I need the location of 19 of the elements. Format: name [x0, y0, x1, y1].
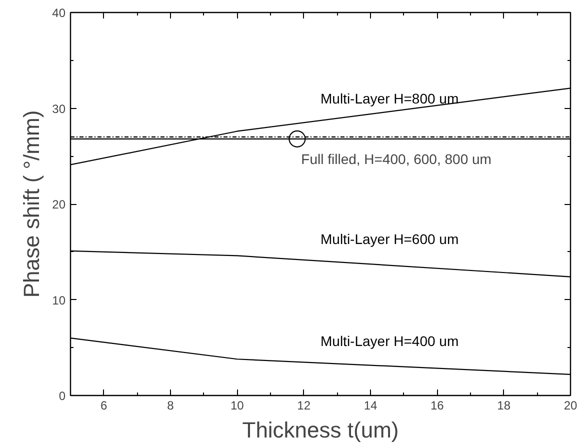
x-tick-label: 14 — [364, 398, 378, 412]
y-tick-label: 0 — [58, 389, 66, 403]
y-tick-label: 10 — [52, 293, 66, 308]
x-tick-label: 20 — [564, 398, 578, 412]
series-label: Multi-Layer H=600 um — [320, 230, 459, 247]
x-tick-label: 10 — [230, 398, 244, 412]
x-tick-label: 18 — [497, 398, 511, 412]
x-tick-label: 16 — [430, 398, 444, 412]
annotation: Full filled, H=400, 600, 800 um — [301, 150, 492, 167]
x-tick-label: 8 — [167, 398, 174, 412]
y-tick-label: 40 — [52, 6, 66, 20]
x-axis-title: Thickness t(um) — [242, 418, 399, 442]
y-tick-label: 30 — [52, 102, 66, 116]
y-axis-title: Phase shift ( °/mm) — [19, 110, 44, 298]
series-label: Multi-Layer H=400 um — [320, 332, 459, 349]
x-tick-label: 6 — [100, 398, 108, 412]
y-tick-label: 20 — [52, 198, 66, 212]
series-label: Multi-Layer H=800 um — [320, 90, 459, 106]
x-tick-label: 12 — [297, 398, 311, 412]
